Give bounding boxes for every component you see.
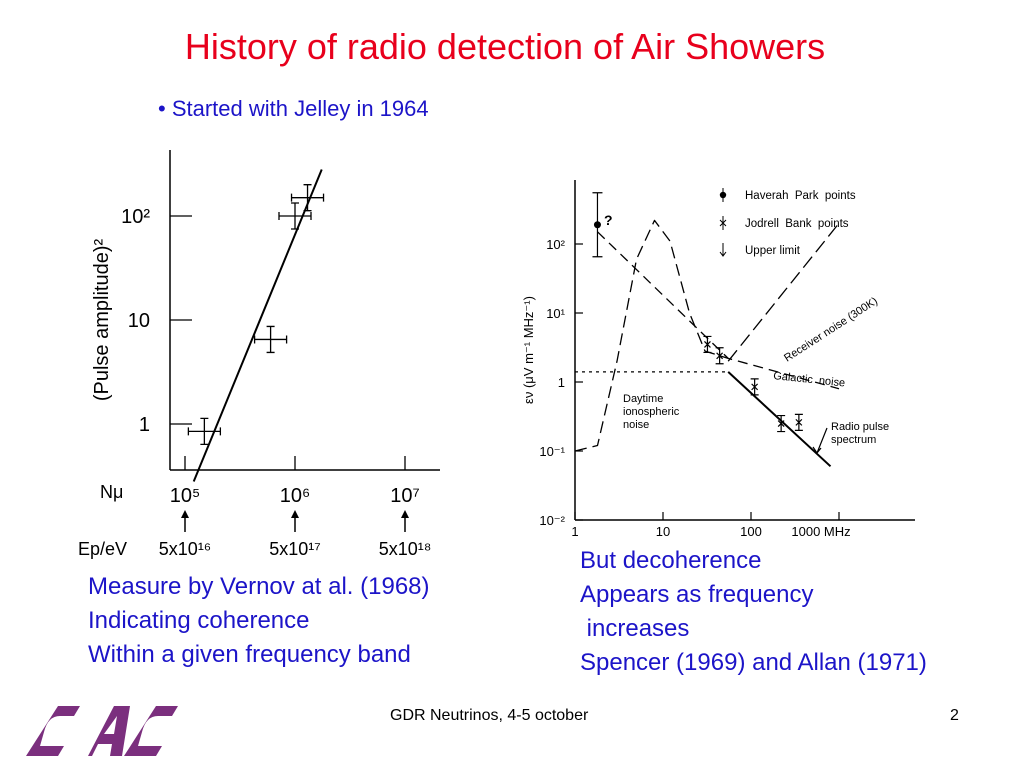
caption-line: Spencer (1969) and Allan (1971) [580,649,927,676]
x-ticks: 10⁵ 10⁶ 10⁷ [170,456,420,507]
x-axis-label: Nμ [100,482,123,502]
energy-arrows: 5x10¹⁶ 5x10¹⁷ 5x10¹⁸ [159,510,432,559]
y-tick-label: 1 [139,414,150,436]
series-line [597,231,840,390]
annotation-daytime: Daytime [623,393,663,405]
x-tick-label: 100 [740,524,762,539]
bullet-point: • Started with Jelley in 1964 [158,96,429,121]
caption-line: But decoherence [580,547,762,574]
y-ticks: 1 10 10² [121,206,192,436]
legend-marker [719,216,727,230]
caption-line: Indicating coherence [88,607,310,634]
y-tick-label: 1 [558,375,565,390]
y-tick-label: 10⁻¹ [539,444,565,459]
y-axis-label: εν (μV m⁻¹ MHz⁻¹) [521,296,536,404]
annotation-receiver-noise: Receiver noise (300K) [782,295,880,364]
caption-line: Appears as frequency [580,581,814,608]
energy-tick-label: 5x10¹⁸ [379,539,432,559]
legend-entry: Upper limit [745,245,801,257]
data-point [253,325,288,354]
secondary-axis-label: Ep/eV [78,539,127,559]
caption-line: Within a given frequency band [88,641,411,668]
x-tick-label: 10⁷ [390,485,419,507]
series-lines [574,219,840,468]
legend: Haverah Park points Jodrell Bank points Up… [719,188,856,257]
annotation-radio-pulse: spectrum [831,434,876,446]
data-points [592,192,803,433]
data-point [777,414,786,433]
series-line [727,371,832,468]
x-tick-label: 10 [656,524,670,539]
y-tick-label: 10² [121,206,150,228]
pulse-amplitude-chart: 1 10 10² 10⁵ 10⁶ 10⁷ (Pulse amplitude)² Nμ E… [78,150,440,559]
caption-line: Measure by Vernov at al. (1968) [88,573,430,600]
series-line [574,219,729,452]
caption-line: increases [580,615,690,642]
left-caption: Measure by Vernov at al. (1968) Indicati… [88,570,430,672]
x-tick-label: 1000 MHz [791,524,850,539]
energy-tick-label: 5x10¹⁷ [269,539,321,559]
energy-arrow-head [291,510,299,518]
y-tick-label: 10 [128,310,150,332]
data-point [187,417,222,445]
legend-entry: Jodrell Bank points [745,218,849,230]
page-number: 2 [950,707,959,724]
cac-logo-icon [26,706,178,756]
energy-arrow-head [401,510,409,518]
data-point [278,202,312,230]
data-point [593,221,601,229]
annotation-galactic-noise: Galactic noise [773,370,846,389]
annotation-question: ? [604,212,613,228]
data-point [750,378,759,396]
data-point [703,335,712,354]
legend-entry: Haverah Park points [745,190,856,202]
fit-line [192,169,323,482]
x-tick-label: 1 [571,524,578,539]
y-ticks: 10⁻² 10⁻¹ 1 10¹ 10² [539,237,583,528]
x-ticks: 1 10 100 1000 MHz [571,512,851,539]
data-point [290,184,325,212]
right-caption: But decoherence Appears as frequency inc… [580,544,927,680]
energy-tick-label: 5x10¹⁶ [159,539,211,559]
series-line [727,222,840,362]
y-tick-label: 10⁻² [539,513,565,528]
data-point [715,347,724,365]
annotation-radio-pulse: Radio pulse [831,421,889,433]
data-points [187,184,325,445]
radio-spectrum-chart: 10⁻² 10⁻¹ 1 10¹ 10² 1 10 100 1000 MHz εν (μV m⁻… [521,180,915,539]
data-point [794,413,803,431]
annotation-arrow [812,427,828,455]
slide-title: History of radio detection of Air Shower… [184,26,826,67]
x-tick-label: 10⁵ [170,485,201,507]
footer-text: GDR Neutrinos, 4-5 october [390,707,589,724]
energy-arrow-head [181,510,189,518]
y-tick-label: 10¹ [546,306,565,321]
y-tick-label: 10² [546,237,565,252]
y-axis-label: (Pulse amplitude)² [91,239,113,402]
annotation-daytime: ionospheric [623,406,680,418]
x-tick-label: 10⁶ [280,485,310,507]
legend-marker [719,243,727,257]
annotation-daytime: noise [623,419,649,431]
